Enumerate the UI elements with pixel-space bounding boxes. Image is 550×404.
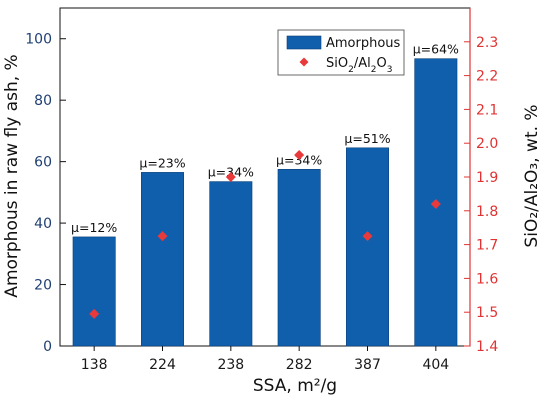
legend: Amorphous SiO2/Al2O3 (277, 29, 405, 76)
y-left-tick-label-40: 40 (34, 216, 52, 232)
point-387 (362, 231, 373, 242)
bar-label-224: μ=23% (139, 155, 185, 170)
y-left-tick-label-0: 0 (43, 339, 52, 355)
y-right-tick-label-1.7: 1.7 (476, 238, 498, 254)
y-right-tick-label-2.1: 2.1 (476, 102, 498, 118)
y-axis-left-title: Amorphous in raw fly ash, % (2, 54, 22, 297)
y-right-tick-label-2.0: 2.0 (476, 136, 498, 152)
x-tick-label-404: 404 (422, 357, 449, 373)
bar-224 (141, 172, 184, 347)
point-138 (89, 308, 100, 319)
x-tick-label-387: 387 (354, 357, 381, 373)
legend-label-amorphous: Amorphous (326, 36, 401, 51)
y-right-tick-label-1.4: 1.4 (476, 339, 498, 355)
legend-marker-sio2-al2o3 (299, 57, 309, 67)
point-238 (225, 172, 236, 182)
point-404 (430, 199, 441, 210)
point-224 (157, 231, 168, 242)
bar-387 (346, 147, 389, 347)
legend-swatch-amorphous (286, 35, 322, 50)
x-axis-title: SSA, m²/g (253, 376, 337, 396)
y-left-tick-label-20: 20 (34, 278, 52, 294)
bar-138 (72, 236, 116, 347)
bar-282 (277, 169, 321, 347)
y-left-tick-label-80: 80 (34, 93, 52, 109)
y-right-tick-label-2.2: 2.2 (476, 69, 498, 85)
y-left-tick-label-100: 100 (25, 32, 52, 48)
y-right-tick-label-1.5: 1.5 (476, 305, 498, 321)
x-tick-label-282: 282 (286, 357, 313, 373)
point-282 (294, 150, 305, 161)
y-left-tick-label-60: 60 (34, 155, 52, 171)
y-right-tick-label-1.9: 1.9 (476, 170, 498, 186)
plot-frame (59, 7, 471, 347)
x-tick-label-224: 224 (149, 357, 176, 373)
y-axis-right-title: SiO₂/Al₂O₃, wt. % (522, 104, 542, 247)
bar-label-387: μ=51% (344, 131, 390, 146)
bar-label-404: μ=64% (413, 42, 459, 57)
y-right-tick-label-1.8: 1.8 (476, 204, 498, 220)
legend-label-sio2-al2o3: SiO2/Al2O3 (326, 56, 392, 75)
x-tick-label-138: 138 (81, 357, 108, 373)
bar-238 (209, 181, 253, 347)
x-tick-label-238: 238 (217, 357, 244, 373)
y-right-tick-label-2.3: 2.3 (476, 35, 498, 51)
bar-label-138: μ=12% (71, 220, 117, 235)
plot-area: μ=12%138μ=23%224μ=34%238μ=34%282μ=51%387… (25, 7, 498, 373)
y-right-tick-label-1.6: 1.6 (476, 271, 498, 287)
